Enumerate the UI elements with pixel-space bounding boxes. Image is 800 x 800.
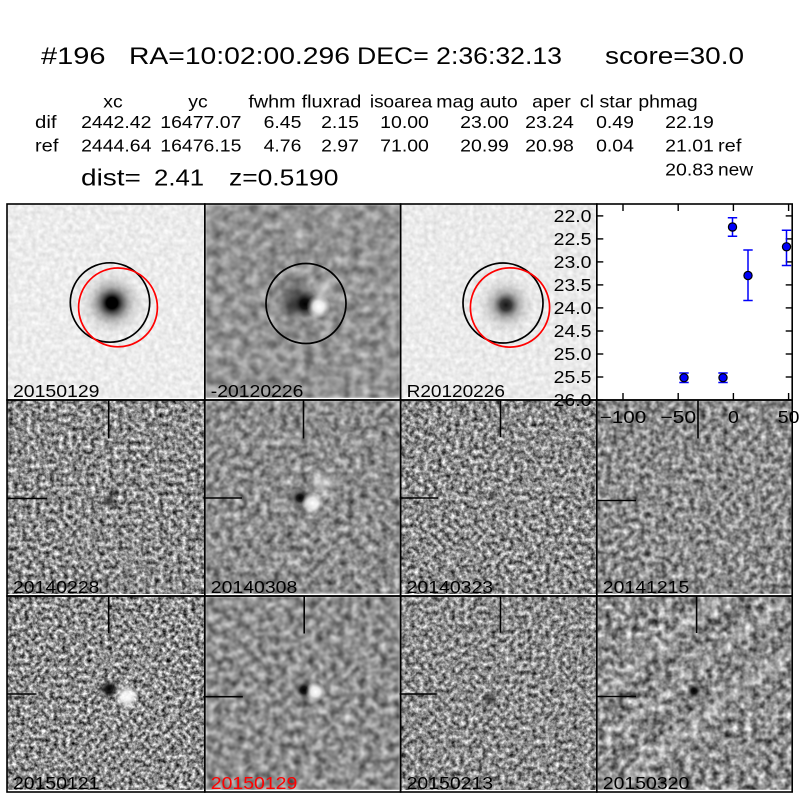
svg-text:25.5: 25.5 bbox=[554, 367, 592, 387]
svg-text:ref: ref bbox=[35, 135, 59, 155]
svg-text:10.00: 10.00 bbox=[380, 112, 429, 132]
svg-text:2.97: 2.97 bbox=[321, 135, 359, 155]
svg-text:aper: aper bbox=[532, 91, 571, 111]
svg-text:xc: xc bbox=[103, 91, 123, 111]
svg-text:22.19: 22.19 bbox=[665, 112, 714, 132]
svg-text:0.49: 0.49 bbox=[596, 112, 634, 132]
svg-text:21.01: 21.01 bbox=[665, 135, 714, 155]
svg-text:50: 50 bbox=[778, 407, 800, 427]
svg-text:fwhm: fwhm bbox=[248, 91, 295, 111]
svg-text:0: 0 bbox=[728, 407, 739, 427]
svg-text:20140323: 20140323 bbox=[407, 577, 494, 597]
svg-text:20150121: 20150121 bbox=[13, 773, 100, 793]
svg-text:4.76: 4.76 bbox=[264, 135, 302, 155]
svg-text:2.41: 2.41 bbox=[154, 164, 204, 190]
svg-text:6.45: 6.45 bbox=[264, 112, 302, 132]
svg-text:20150129: 20150129 bbox=[13, 381, 100, 401]
svg-text:mag auto: mag auto bbox=[436, 91, 517, 111]
svg-text:20.83: 20.83 bbox=[665, 159, 714, 179]
svg-text:22.0: 22.0 bbox=[554, 206, 592, 226]
svg-text:RA=10:02:00.296: RA=10:02:00.296 bbox=[129, 43, 350, 70]
svg-text:20140308: 20140308 bbox=[211, 577, 297, 597]
svg-text:R20120226: R20120226 bbox=[407, 381, 505, 401]
svg-text:dif: dif bbox=[35, 112, 57, 132]
svg-text:20150129: 20150129 bbox=[211, 773, 297, 793]
svg-text:20.98: 20.98 bbox=[525, 135, 574, 155]
svg-text:23.24: 23.24 bbox=[525, 112, 574, 132]
svg-text:0.04: 0.04 bbox=[596, 135, 634, 155]
svg-text:71.00: 71.00 bbox=[380, 135, 429, 155]
svg-text:new: new bbox=[718, 159, 754, 179]
svg-text:16477.07: 16477.07 bbox=[160, 112, 241, 132]
svg-text:isoarea: isoarea bbox=[370, 91, 433, 111]
svg-text:2444.64: 2444.64 bbox=[81, 135, 152, 155]
svg-text:20150213: 20150213 bbox=[407, 773, 494, 793]
svg-text:22.5: 22.5 bbox=[554, 229, 592, 249]
svg-text:20150320: 20150320 bbox=[603, 773, 690, 793]
svg-text:−50: −50 bbox=[660, 407, 696, 427]
svg-text:phmag: phmag bbox=[638, 91, 697, 111]
svg-text:fluxrad: fluxrad bbox=[302, 91, 362, 111]
svg-text:23.0: 23.0 bbox=[554, 252, 592, 272]
svg-text:DEC= 2:36:32.13: DEC= 2:36:32.13 bbox=[357, 43, 562, 70]
svg-text:dist=: dist= bbox=[81, 164, 141, 190]
svg-text:25.0: 25.0 bbox=[554, 344, 592, 364]
svg-text:score=30.0: score=30.0 bbox=[605, 43, 744, 70]
svg-text:yc: yc bbox=[188, 91, 208, 111]
svg-text:20140228: 20140228 bbox=[13, 577, 100, 597]
svg-text:2442.42: 2442.42 bbox=[81, 112, 151, 132]
svg-text:16476.15: 16476.15 bbox=[160, 135, 241, 155]
svg-text:cl star: cl star bbox=[580, 91, 633, 111]
svg-text:#196: #196 bbox=[41, 43, 106, 70]
svg-text:-20120226: -20120226 bbox=[211, 381, 304, 401]
svg-text:z=0.5190: z=0.5190 bbox=[229, 164, 338, 190]
svg-text:23.00: 23.00 bbox=[460, 112, 509, 132]
svg-text:20.99: 20.99 bbox=[460, 135, 509, 155]
svg-text:23.5: 23.5 bbox=[554, 275, 592, 295]
svg-text:20141215: 20141215 bbox=[603, 577, 690, 597]
svg-text:ref: ref bbox=[718, 135, 742, 155]
svg-text:2.15: 2.15 bbox=[321, 112, 359, 132]
svg-text:24.0: 24.0 bbox=[554, 298, 592, 318]
svg-text:24.5: 24.5 bbox=[554, 321, 592, 341]
svg-text:−100: −100 bbox=[600, 407, 647, 427]
